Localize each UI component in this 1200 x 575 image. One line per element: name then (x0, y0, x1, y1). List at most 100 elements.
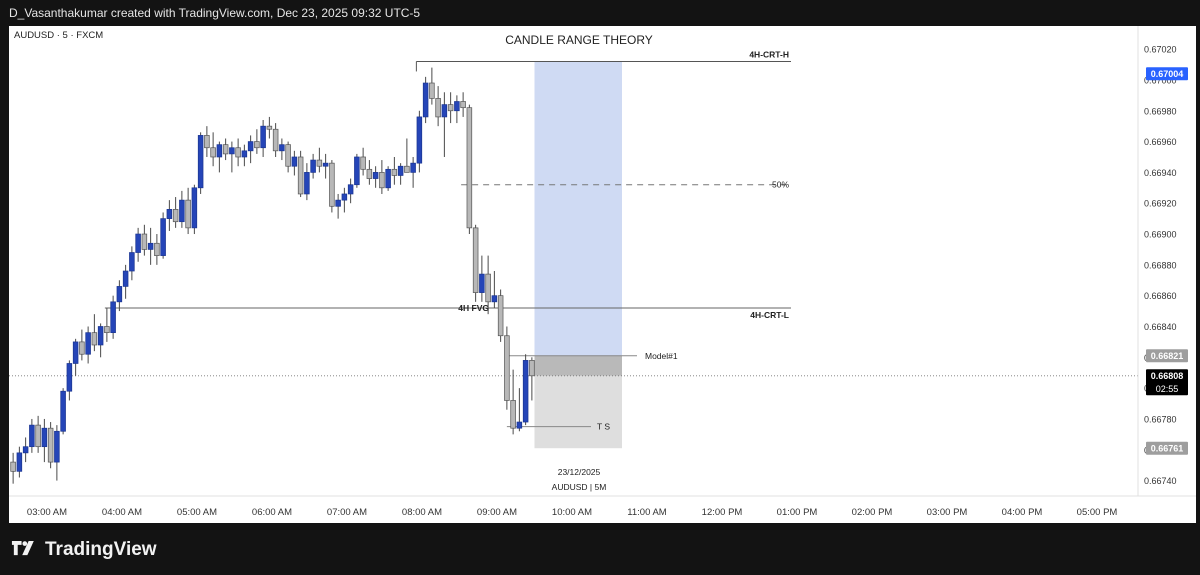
price-tag-label: 0.66821 (1151, 351, 1184, 361)
candle (47, 422, 54, 469)
candle-body-bull (72, 341, 79, 364)
candle-body-bull (279, 144, 285, 152)
candle (435, 86, 441, 127)
candle (304, 163, 310, 201)
candle-body-bull (16, 452, 23, 472)
candle (391, 156, 398, 185)
candle-body-bull (229, 147, 235, 155)
candle-body-bear (210, 147, 216, 158)
candle (254, 129, 260, 154)
candle (316, 147, 323, 173)
tradingview-logo-icon (11, 541, 34, 556)
candle (429, 67, 435, 105)
candle-body-bear (235, 147, 241, 158)
candle (360, 147, 366, 176)
candle-body-bull (322, 162, 329, 167)
candle (404, 138, 410, 173)
candle-body-bull (110, 301, 116, 334)
price-axis-bg (1138, 26, 1196, 523)
candle (497, 289, 504, 342)
time-tick-label: 03:00 AM (27, 507, 67, 518)
candlestick-chart[interactable]: 0.67020 0.67000 0.66980 0.66960 0.66940 0.669… (9, 26, 1196, 523)
candle (291, 150, 298, 176)
candle-body-bull (479, 273, 485, 293)
candle-body-bull (422, 82, 429, 118)
candle (35, 415, 41, 453)
candle-body-bull (454, 101, 460, 112)
candle-body-bull (241, 150, 248, 158)
time-tick-label: 11:00 AM (627, 507, 667, 518)
time-tick-label: 12:00 PM (702, 507, 743, 518)
candle-body-bull (441, 104, 448, 118)
price-tick-label: 0.67020 (1144, 45, 1177, 55)
candle (397, 163, 404, 185)
candle-body-bull (347, 184, 354, 195)
candle-body-bear (435, 98, 441, 118)
candle (529, 357, 535, 401)
candle-body-bull (341, 193, 348, 201)
candle (479, 255, 485, 302)
candle (485, 255, 491, 315)
candle-body-bear (404, 165, 410, 173)
candle-body-bull (179, 199, 185, 223)
price-tag-label: 0.66808 (1151, 371, 1184, 381)
candle (504, 326, 510, 410)
candle-body-bull (397, 165, 404, 176)
candle (341, 187, 348, 213)
candle (235, 138, 241, 167)
candle (310, 153, 316, 179)
candle (141, 224, 148, 256)
candle (372, 166, 379, 188)
candle-body-bear (254, 141, 260, 149)
candle (447, 92, 454, 124)
time-tick-label: 05:00 AM (177, 507, 217, 518)
price-axis: 0.67020 0.67000 0.66980 0.66960 0.66940 0.669… (1137, 26, 1196, 523)
candle-body-bear (79, 341, 85, 355)
candle (160, 212, 166, 259)
candles-layer (10, 67, 535, 484)
candle (166, 200, 173, 231)
candle-body-bull (54, 430, 60, 463)
price-tag (1146, 369, 1188, 396)
candle-body-bull (85, 332, 91, 355)
price-tag (1146, 67, 1188, 81)
chart-panel[interactable]: 0.67020 0.67000 0.66980 0.66960 0.66940 0.669… (9, 26, 1196, 523)
candle (366, 160, 373, 185)
candle-body-bull (410, 162, 416, 173)
candle-body-bear (91, 332, 98, 346)
price-tick-label: 0.66980 (1144, 106, 1177, 116)
candle (41, 418, 48, 463)
candle-body-bear (472, 227, 479, 293)
candle (85, 326, 91, 364)
stop-zone-dark (534, 355, 622, 376)
labels-layer: AUDUSD · 5 · FXCM CANDLE RANGE THEORY 4H-C… (14, 30, 789, 492)
candle (379, 160, 385, 194)
candle (272, 123, 279, 157)
candle (147, 227, 154, 265)
candle (10, 452, 16, 484)
price-tag (1146, 441, 1188, 455)
time-tick-label: 08:00 AM (402, 507, 442, 518)
price-tick-label: 0.66960 (1144, 137, 1177, 147)
candle-body-bull (135, 233, 141, 253)
candle-body-bear (429, 82, 435, 99)
price-tick-label: 0.66840 (1144, 322, 1177, 332)
candle (472, 224, 479, 302)
time-axis: 03:00 AM 04:00 AM 05:00 AM 06:00 AM 07:00 AM… (9, 495, 1196, 518)
candle-body-bear (47, 427, 54, 463)
price-tag (1146, 349, 1188, 363)
tradingview-logo[interactable]: TradingView (10, 538, 157, 562)
candle-body-bear (391, 168, 398, 176)
price-tick-label: 0.66740 (1144, 476, 1177, 486)
candle (79, 329, 85, 361)
candle (466, 104, 473, 235)
time-tick-label: 06:00 AM (252, 507, 292, 518)
candle (154, 234, 160, 265)
ts-label: T S (597, 422, 610, 432)
candle (91, 314, 98, 352)
time-tick-label: 05:00 PM (1077, 507, 1118, 518)
candle-body-bull (60, 390, 66, 432)
candle (60, 388, 66, 435)
candle-body-bull (129, 252, 135, 272)
candle-body-bull (66, 363, 73, 392)
